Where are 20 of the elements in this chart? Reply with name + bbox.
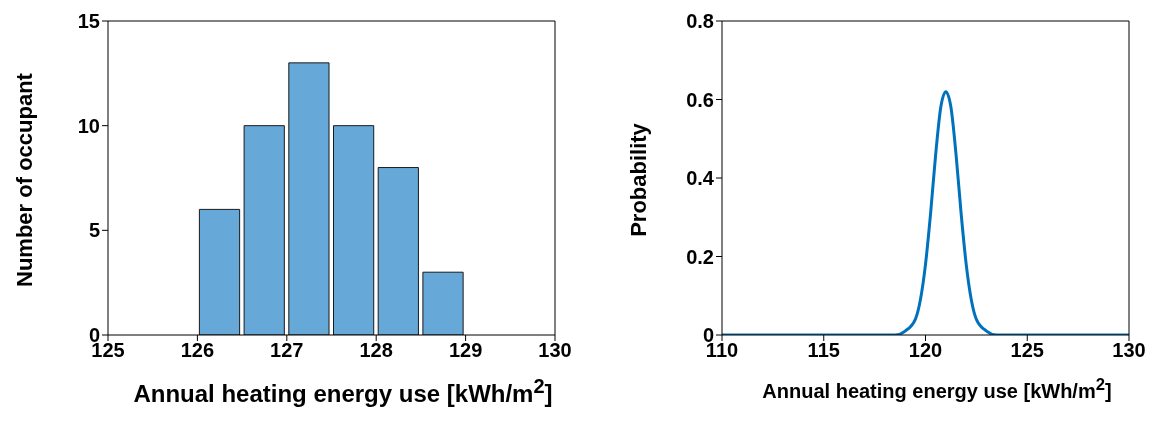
x-axis-title: Annual heating energy use [kWh/m$^{2}$] (761, 375, 1113, 403)
y-tick-label: 0.8 (686, 10, 714, 33)
y-tick-label: 15 (77, 10, 100, 33)
y-axis-title: Number of occupant (12, 72, 38, 287)
x-tick-label: 115 (807, 339, 840, 362)
x-tick-label: 125 (1010, 339, 1044, 362)
y-tick-label: 5 (88, 219, 100, 242)
x-tick-label: 127 (270, 339, 304, 362)
y-axis-title: Probability (626, 122, 652, 237)
x-tick-label: 128 (359, 339, 393, 362)
y-tick-label: 0.6 (686, 88, 714, 111)
x-tick-label: 129 (448, 339, 483, 362)
y-tick-label: 0.2 (686, 245, 714, 268)
x-tick-label: 120 (908, 339, 943, 362)
x-tick-label: 130 (538, 339, 572, 362)
x-axis-title: Annual heating energy use [kWh/m$^{2}$] (132, 375, 554, 408)
x-tick-label: 126 (180, 339, 215, 362)
y-tick-label: 10 (77, 114, 100, 137)
x-tick-label: 130 (1112, 339, 1146, 362)
y-tick-label: 0.4 (686, 167, 715, 190)
